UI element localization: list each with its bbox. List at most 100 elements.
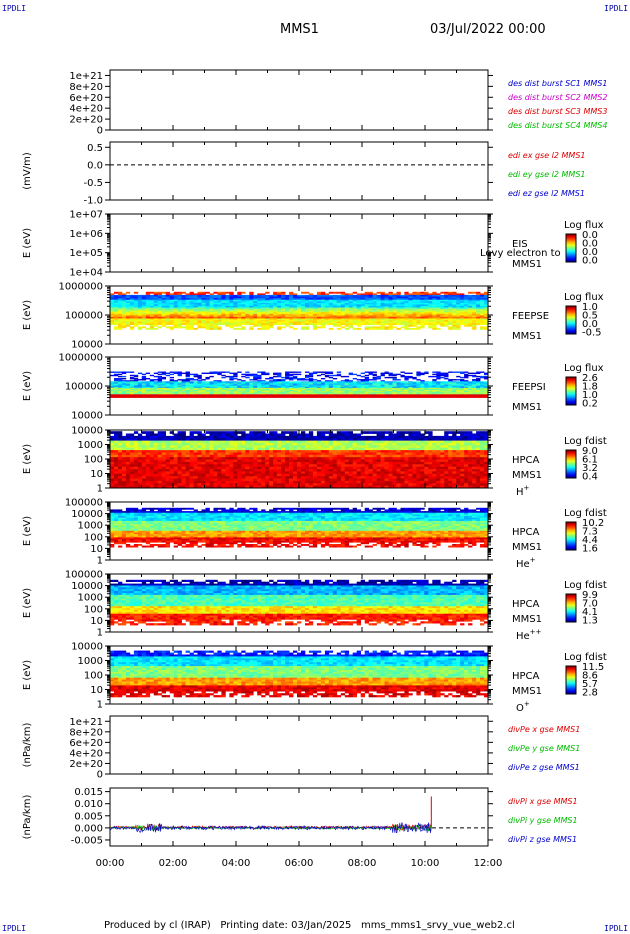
heatmap-cell: [221, 385, 226, 387]
heatmap-cell: [285, 394, 290, 396]
heatmap-cell: [161, 386, 166, 389]
heatmap-cell: [468, 315, 473, 318]
heatmap-cell: [129, 374, 135, 377]
heatmap-cell: [153, 464, 159, 467]
heatmap-cell: [137, 443, 143, 446]
heatmap-cell: [340, 302, 346, 305]
heatmap-cell: [149, 443, 155, 446]
heatmap-cell: [328, 327, 334, 330]
heatmap-cell: [265, 298, 270, 300]
heatmap-cell: [157, 433, 162, 437]
heatmap-cell: [468, 307, 473, 310]
heatmap-cell: [281, 293, 286, 296]
heatmap-cell: [221, 316, 226, 319]
heatmap-cell: [245, 386, 250, 389]
heatmap-cell: [185, 447, 190, 451]
heatmap-cell: [209, 309, 214, 311]
heatmap-cell: [217, 382, 222, 384]
heatmap-cell: [384, 384, 389, 386]
heatmap-cell: [141, 483, 147, 486]
heatmap-cell: [301, 323, 306, 326]
heatmap-cell: [380, 392, 385, 394]
heatmap-cell: [177, 447, 182, 451]
heatmap-cell: [237, 431, 242, 434]
heatmap-cell: [261, 324, 266, 327]
heatmap-cell: [480, 321, 485, 324]
heatmap-cell: [404, 386, 409, 389]
heatmap-cell: [293, 307, 298, 310]
heatmap-cell: [153, 387, 159, 390]
heatmap-cell: [316, 387, 322, 390]
heatmap-cell: [229, 305, 234, 308]
heatmap-cell: [412, 304, 417, 307]
heatmap-cell: [388, 388, 393, 391]
heatmap-cell: [209, 323, 214, 326]
heatmap-cell: [229, 326, 234, 329]
heatmap-cell: [221, 309, 226, 311]
heatmap-cell: [308, 309, 314, 311]
heatmap-cell: [177, 294, 182, 297]
heatmap-cell: [372, 379, 377, 381]
heatmap-cell: [249, 385, 254, 387]
heatmap-cell: [368, 296, 373, 299]
heatmap-cell: [205, 376, 210, 379]
heatmap-cell: [257, 296, 262, 299]
heatmap-cell: [153, 443, 159, 446]
heatmap-cell: [157, 371, 162, 373]
heatmap-cell: [229, 293, 234, 296]
heatmap-cell: [305, 294, 310, 297]
heatmap-cell: [324, 321, 330, 324]
heatmap-cell: [312, 390, 318, 392]
heatmap-cell: [173, 302, 178, 305]
heatmap-cell: [245, 382, 250, 384]
heatmap-cell: [129, 395, 135, 397]
heatmap-cell: [480, 301, 485, 304]
heatmap-cell: [384, 326, 389, 329]
heatmap-cell: [332, 321, 338, 324]
heatmap-cell: [356, 301, 361, 304]
heatmap-cell: [114, 392, 119, 394]
heatmap-cell: [460, 304, 465, 307]
heatmap-cell: [332, 383, 338, 385]
heatmap-cell: [344, 296, 350, 299]
heatmap-cell: [133, 454, 139, 458]
heatmap-cell: [114, 483, 119, 486]
heatmap-cell: [161, 304, 166, 307]
heatmap-cell: [344, 391, 350, 393]
heatmap-cell: [320, 387, 326, 390]
heatmap-cell: [261, 318, 266, 321]
heatmap-cell: [352, 382, 357, 384]
heatmap-cell: [133, 395, 139, 397]
heatmap-cell: [424, 309, 429, 311]
heatmap-cell: [149, 457, 155, 460]
heatmap-cell: [161, 390, 166, 392]
heatmap-cell: [356, 381, 361, 383]
heatmap-cell: [157, 461, 162, 465]
heatmap-cell: [121, 438, 127, 441]
heatmap-cell: [145, 309, 151, 311]
heatmap-cell: [392, 386, 397, 389]
heatmap-cell: [201, 302, 206, 305]
heatmap-cell: [145, 440, 151, 444]
heatmap-cell: [372, 394, 377, 396]
heatmap-cell: [416, 294, 421, 297]
heatmap-cell: [281, 392, 286, 394]
heatmap-cell: [376, 320, 381, 322]
heatmap-cell: [324, 375, 330, 378]
heatmap-cell: [185, 435, 190, 439]
heatmap-cell: [217, 471, 222, 475]
heatmap-cell: [213, 396, 218, 398]
heatmap-cell: [372, 318, 377, 321]
heatmap-cell: [209, 431, 214, 434]
heatmap-cell: [396, 395, 401, 397]
heatmap-cell: [177, 452, 182, 456]
heatmap-cell: [289, 379, 294, 381]
heatmap-cell: [118, 387, 123, 390]
heatmap-cell: [121, 457, 127, 460]
heatmap-cell: [141, 459, 147, 463]
heatmap-cell: [149, 471, 155, 475]
heatmap-cell: [114, 431, 119, 434]
heatmap-cell: [297, 313, 302, 316]
heatmap-cell: [189, 395, 194, 397]
heatmap-cell: [197, 476, 202, 479]
